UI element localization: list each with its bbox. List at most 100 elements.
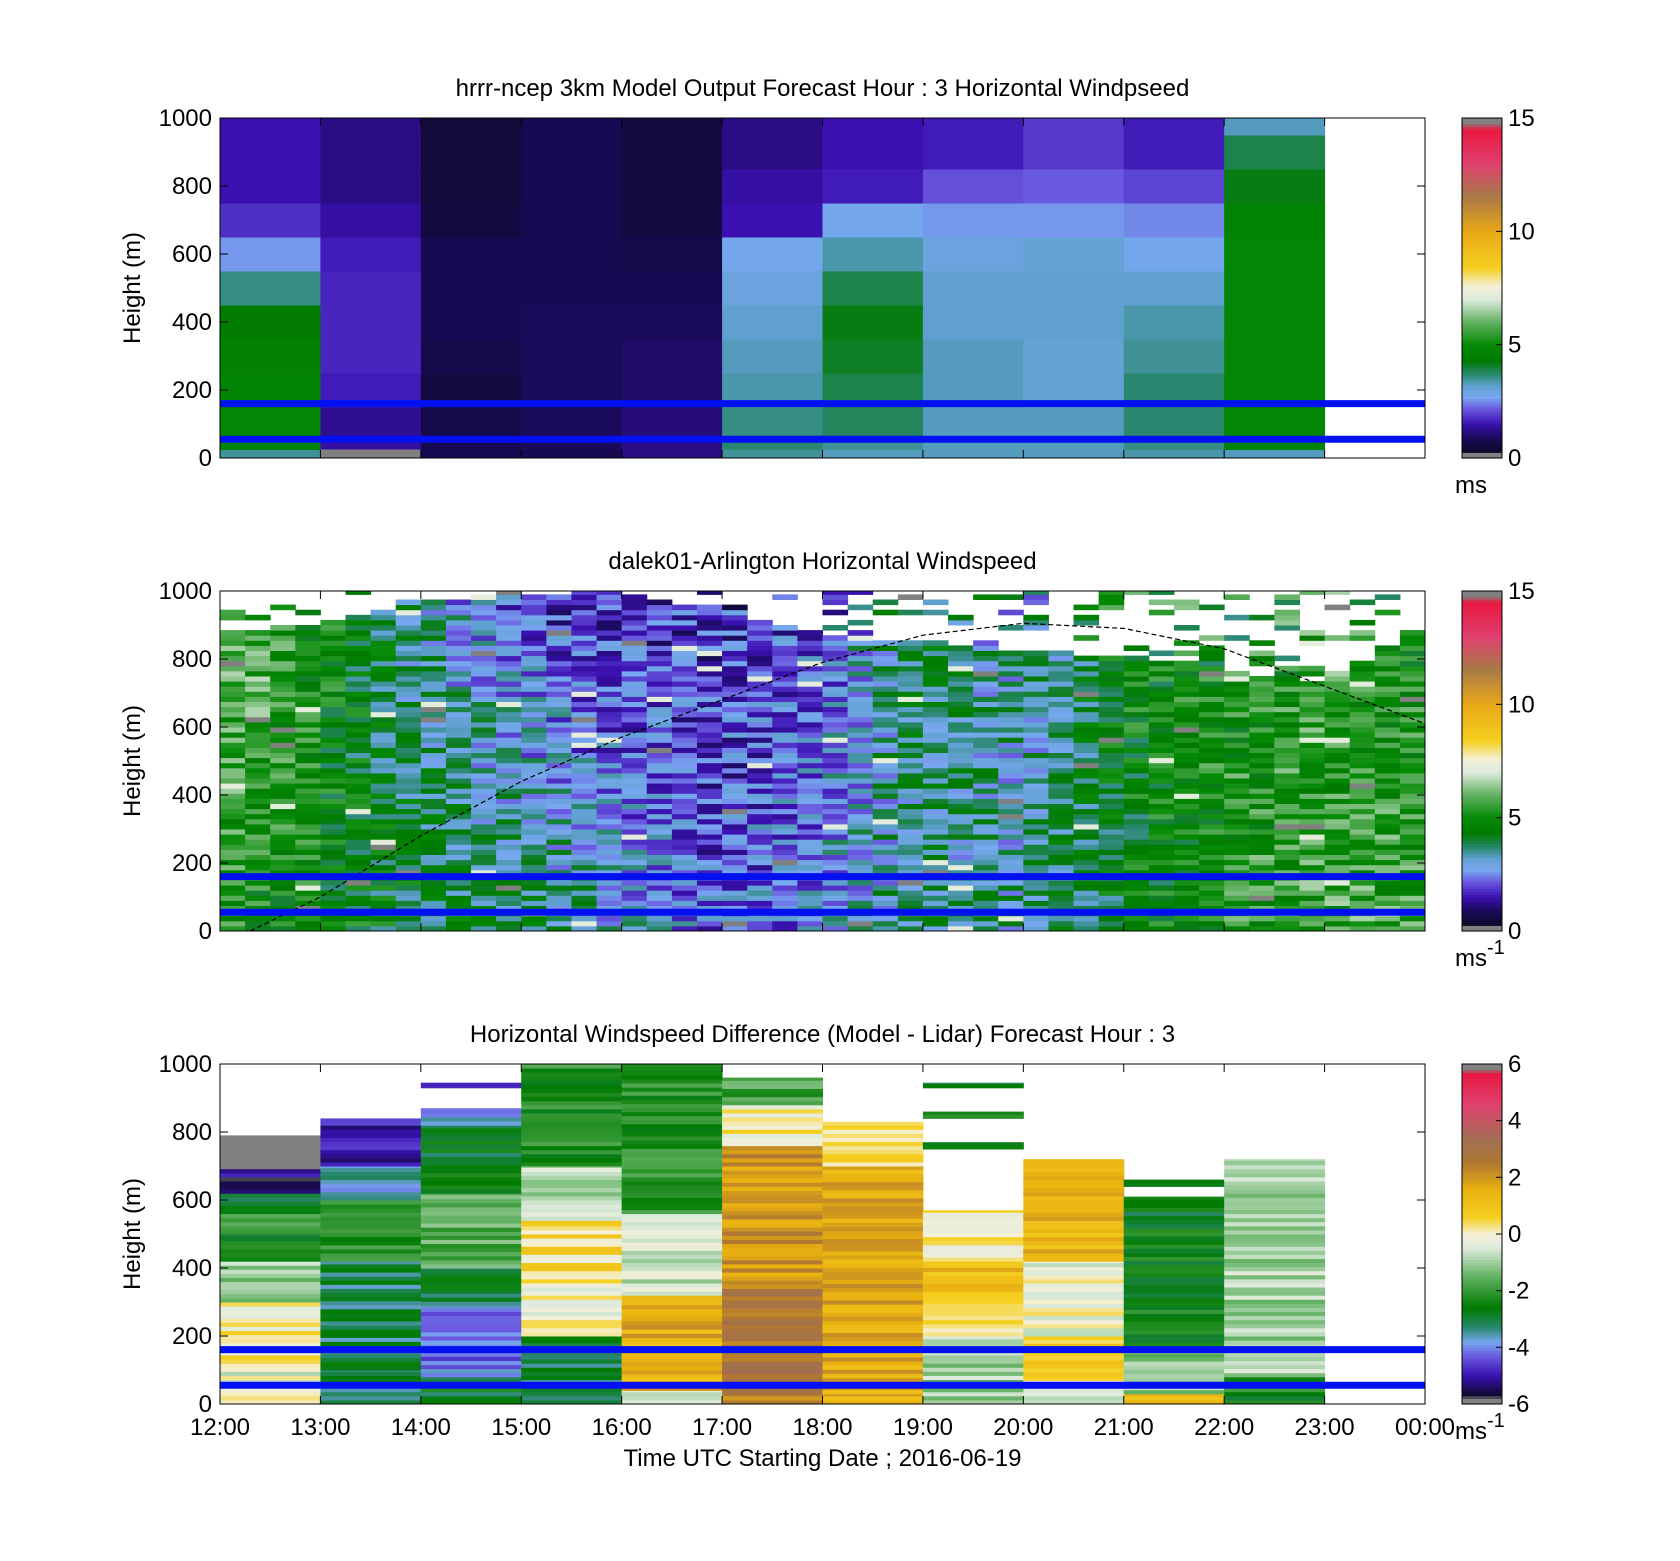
heatmap-cell <box>596 635 623 641</box>
heatmap-cell <box>722 1210 823 1216</box>
heatmap-cell <box>1399 711 1425 718</box>
heatmap-cell <box>1274 614 1300 621</box>
heatmap-cell <box>295 609 321 616</box>
heatmap-cell <box>521 609 547 616</box>
heatmap-cell <box>922 823 949 830</box>
heatmap-cell <box>1274 696 1300 702</box>
heatmap-cell <box>1224 767 1250 774</box>
heatmap-cell <box>847 880 874 886</box>
heatmap-cell <box>521 1246 623 1251</box>
heatmap-cell <box>822 655 849 662</box>
heatmap-cell <box>621 135 723 170</box>
heatmap-cell <box>772 925 798 931</box>
heatmap-cell <box>948 839 974 845</box>
heatmap-cell <box>747 772 773 779</box>
colorbar-swatch <box>1462 234 1502 238</box>
heatmap-cell <box>220 732 246 738</box>
heatmap-cell <box>370 818 397 825</box>
heatmap-cell <box>897 737 924 743</box>
heatmap-cell <box>621 808 648 815</box>
heatmap-cell <box>722 721 748 728</box>
heatmap-cell <box>1048 808 1075 815</box>
heatmap-cell <box>822 920 849 927</box>
heatmap-cell <box>295 895 321 901</box>
heatmap-cell <box>295 772 321 779</box>
heatmap-cell <box>220 1363 321 1368</box>
heatmap-cell <box>1374 823 1401 830</box>
heatmap-cell <box>295 711 321 718</box>
heatmap-cell <box>295 818 321 825</box>
heatmap-cell <box>1048 742 1075 748</box>
heatmap-cell <box>320 778 347 784</box>
heatmap-cell <box>1173 859 1200 866</box>
heatmap-cell <box>822 1365 924 1370</box>
heatmap-cell <box>822 591 849 595</box>
heatmap-cell <box>772 630 798 636</box>
heatmap-cell <box>445 915 472 922</box>
heatmap-cell <box>445 920 472 927</box>
heatmap-cell <box>1123 449 1225 458</box>
heatmap-cell <box>1023 441 1125 450</box>
heatmap-cell <box>897 803 924 810</box>
heatmap-cell <box>1224 1172 1326 1178</box>
colorbar-swatch <box>1462 404 1502 408</box>
heatmap-cell <box>722 1393 823 1397</box>
colorbar-swatch <box>1462 922 1502 926</box>
heatmap-cell <box>395 895 422 901</box>
heatmap-cell <box>1173 895 1200 901</box>
heatmap-cell <box>420 1214 522 1220</box>
heatmap-cell <box>948 869 974 876</box>
heatmap-cell <box>922 1232 1024 1238</box>
heatmap-cell <box>345 864 372 871</box>
heatmap-cell <box>1048 864 1075 871</box>
heatmap-cell <box>1023 118 1125 136</box>
heatmap-cell <box>797 864 823 871</box>
heatmap-cell <box>822 1259 924 1264</box>
heatmap-cell <box>1374 650 1401 657</box>
heatmap-cell <box>1324 808 1351 815</box>
heatmap-cell <box>245 859 271 866</box>
heatmap-cell <box>847 747 874 753</box>
heatmap-cell <box>1224 849 1250 855</box>
heatmap-cell <box>320 1371 422 1376</box>
heatmap-cell <box>1073 614 1100 621</box>
heatmap-cell <box>1173 823 1200 830</box>
heatmap-cell <box>1349 670 1376 677</box>
heatmap-cell <box>1299 890 1326 896</box>
heatmap-cell <box>1274 772 1300 779</box>
heatmap-cell <box>546 885 572 891</box>
heatmap-cell <box>445 691 472 697</box>
heatmap-cell <box>220 900 246 906</box>
heatmap-cell <box>496 660 522 667</box>
heatmap-cell <box>772 778 798 784</box>
heatmap-cell <box>270 905 296 912</box>
heatmap-cell <box>521 1108 623 1114</box>
heatmap-cell <box>220 1310 321 1315</box>
heatmap-cell <box>621 1274 723 1280</box>
heatmap-cell <box>521 1338 623 1344</box>
heatmap-cell <box>220 1350 321 1356</box>
heatmap-cell <box>998 854 1024 861</box>
heatmap-cell <box>420 1297 522 1302</box>
heatmap-cell <box>420 762 447 769</box>
heatmap-cell <box>496 844 522 850</box>
heatmap-cell <box>445 808 472 815</box>
heatmap-cell <box>797 788 823 794</box>
heatmap-cell <box>496 752 522 759</box>
heatmap-cell <box>1048 660 1075 667</box>
heatmap-cell <box>822 676 849 682</box>
heatmap-cell <box>1274 925 1300 931</box>
heatmap-cell <box>546 859 572 866</box>
heatmap-cell <box>872 752 899 759</box>
heatmap-cell <box>1299 823 1326 830</box>
heatmap-cell <box>1224 778 1250 784</box>
heatmap-cell <box>295 742 321 748</box>
heatmap-cell <box>345 829 372 835</box>
heatmap-cell <box>696 762 723 769</box>
heatmap-cell <box>521 737 547 743</box>
heatmap-cell <box>420 696 447 702</box>
heatmap-cell <box>220 203 321 238</box>
heatmap-cell <box>1374 752 1401 759</box>
colorbar-swatch <box>1462 1273 1502 1278</box>
colorbar-swatch <box>1462 860 1502 864</box>
